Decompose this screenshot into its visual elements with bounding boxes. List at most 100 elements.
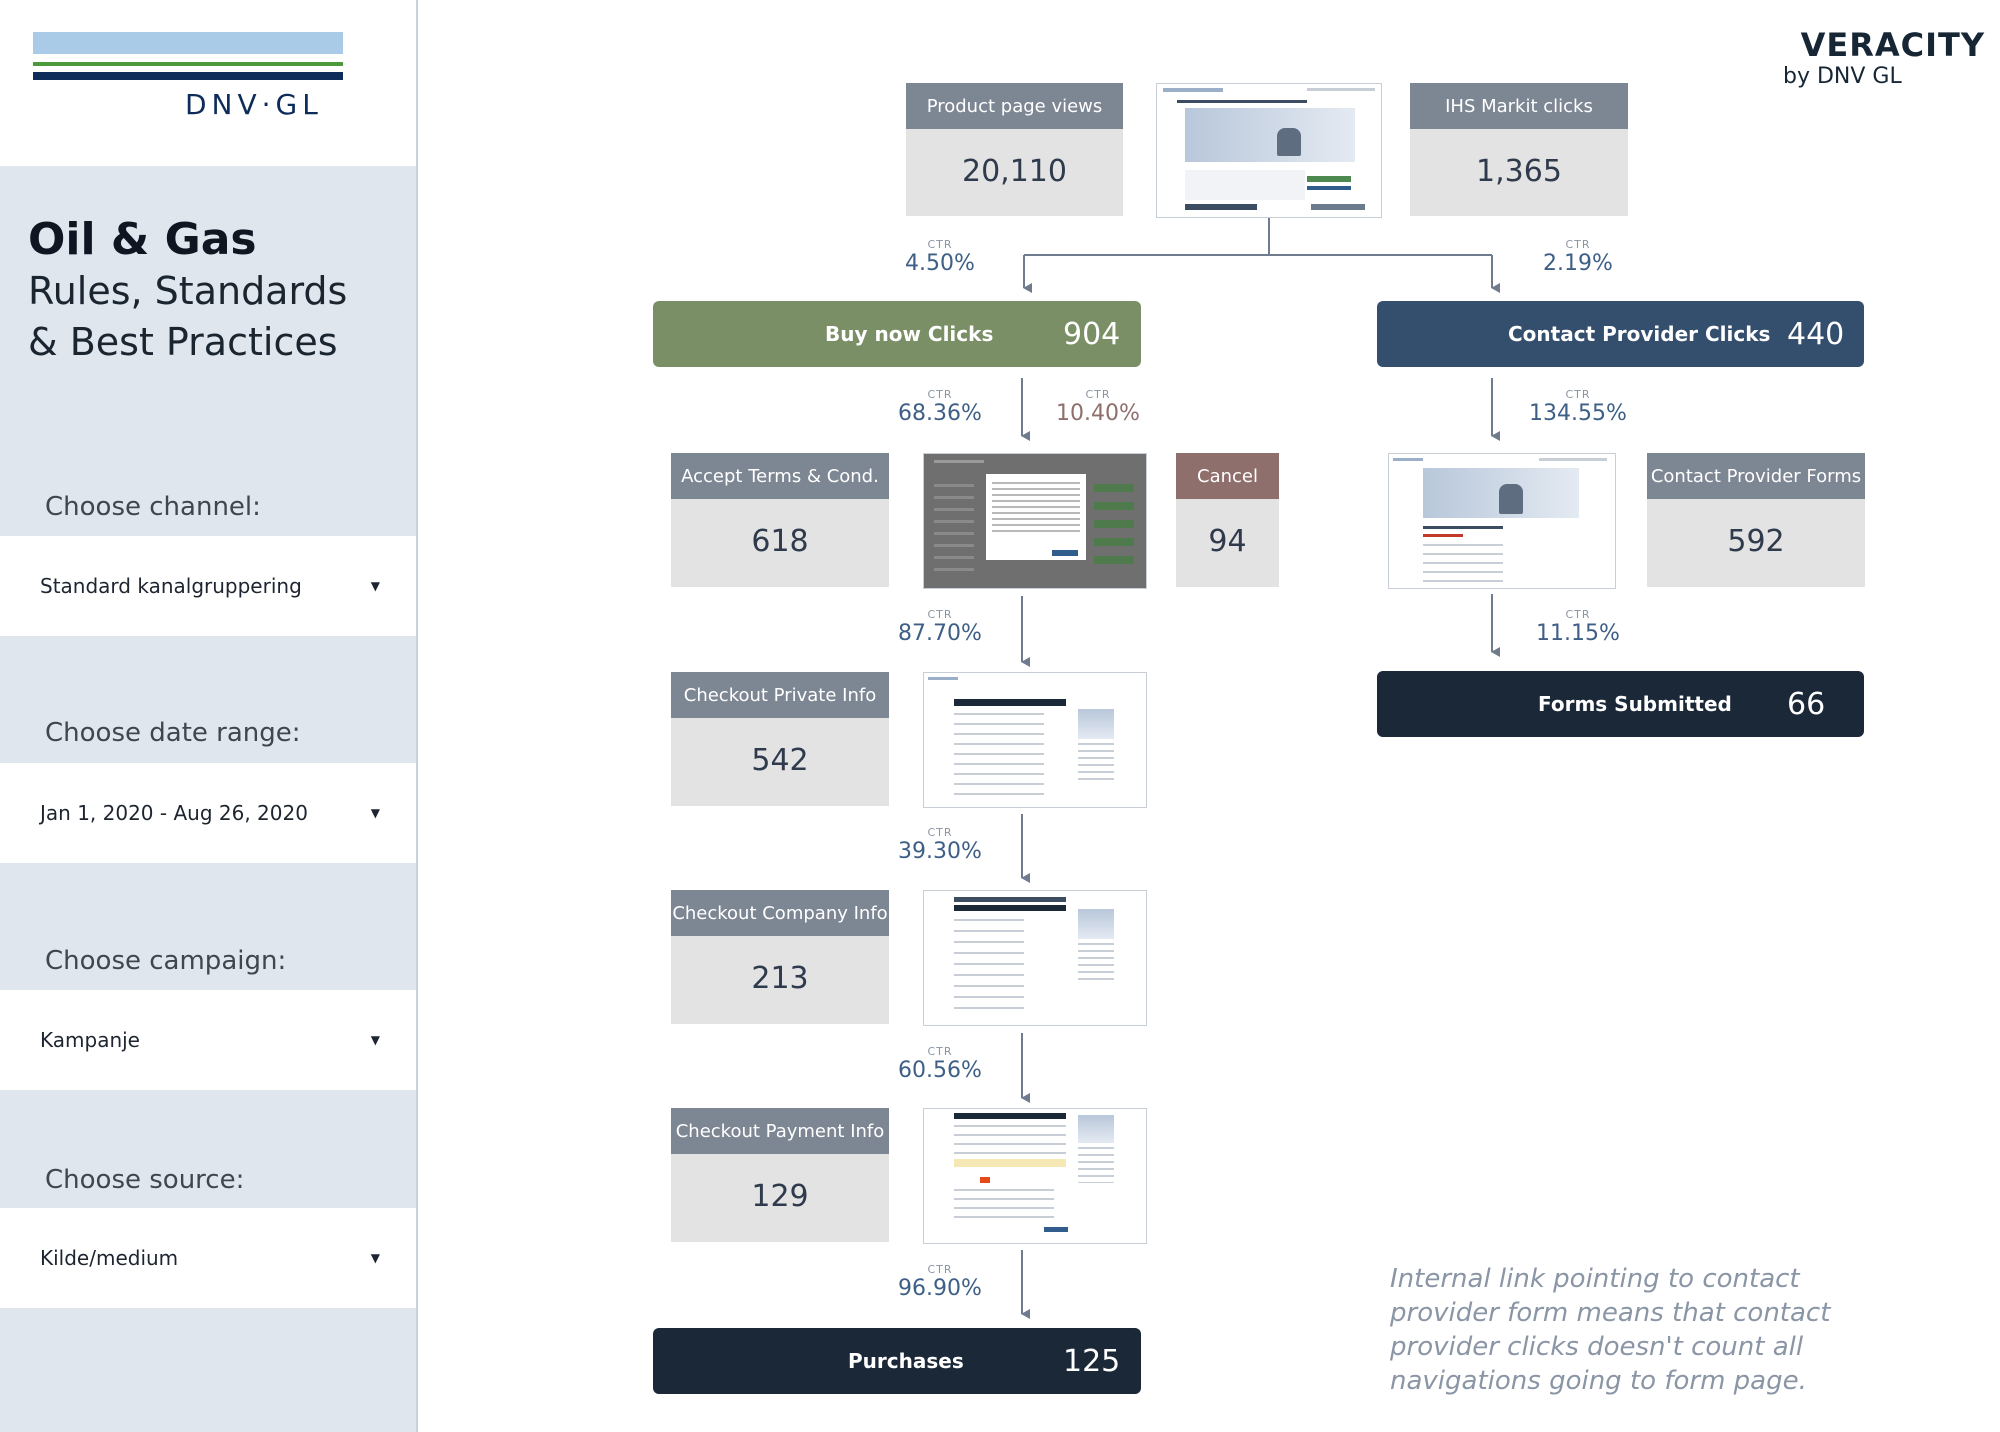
accept-terms-card: Accept Terms & Cond. 618 bbox=[671, 453, 889, 587]
ctr-key: CTR bbox=[927, 388, 953, 401]
purchases-bar: Purchases 125 bbox=[653, 1328, 1141, 1394]
checkout-company-card: Checkout Company Info 213 bbox=[671, 890, 889, 1024]
terms-modal-thumbnail bbox=[923, 453, 1147, 589]
logo-band-navy bbox=[33, 72, 343, 80]
source-dropdown[interactable]: Kilde/medium ▼ bbox=[0, 1208, 416, 1308]
card-value: 1,365 bbox=[1476, 154, 1562, 189]
ctr-key: CTR bbox=[927, 826, 953, 839]
checkout-company-thumbnail bbox=[923, 890, 1147, 1026]
ctr-company: CTR 39.30% bbox=[880, 826, 1000, 864]
ctr-cancel: CTR 10.40% bbox=[1038, 388, 1158, 426]
checkout-payment-card: Checkout Payment Info 129 bbox=[671, 1108, 889, 1242]
card-title: Accept Terms & Cond. bbox=[671, 453, 889, 499]
sidebar bbox=[0, 0, 418, 1432]
ctr-key: CTR bbox=[927, 1263, 953, 1276]
cancel-card: Cancel 94 bbox=[1176, 453, 1279, 587]
dnv-gl-logo: DNV·GL bbox=[0, 0, 416, 166]
bar-value: 904 bbox=[1063, 316, 1121, 352]
campaign-label: Choose campaign: bbox=[45, 946, 287, 976]
buy-now-clicks-bar: Buy now Clicks 904 bbox=[653, 301, 1141, 367]
ctr-purchases: CTR 96.90% bbox=[880, 1263, 1000, 1301]
brand-sub: by DNV GL bbox=[1783, 64, 1902, 89]
dashboard-title: Oil & Gas Rules, Standards & Best Practi… bbox=[28, 214, 408, 368]
ctr-key: CTR bbox=[927, 608, 953, 621]
card-value: 618 bbox=[751, 524, 809, 559]
campaign-dropdown[interactable]: Kampanje ▼ bbox=[0, 990, 416, 1090]
campaign-dropdown-value: Kampanje bbox=[40, 1028, 140, 1052]
source-dropdown-value: Kilde/medium bbox=[40, 1246, 179, 1270]
logo-band-green bbox=[33, 62, 343, 66]
ctr-key: CTR bbox=[1565, 238, 1591, 251]
ctr-value: 60.56% bbox=[898, 1058, 982, 1083]
ctr-private: CTR 87.70% bbox=[880, 608, 1000, 646]
card-value: 129 bbox=[751, 1179, 809, 1214]
checkout-private-card: Checkout Private Info 542 bbox=[671, 672, 889, 806]
ctr-value: 11.15% bbox=[1536, 621, 1620, 646]
ctr-key: CTR bbox=[927, 238, 953, 251]
card-value: 20,110 bbox=[962, 154, 1067, 189]
ctr-value: 96.90% bbox=[898, 1276, 982, 1301]
contact-provider-clicks-bar: Contact Provider Clicks 440 bbox=[1377, 301, 1864, 367]
ctr-value: 87.70% bbox=[898, 621, 982, 646]
caret-down-icon: ▼ bbox=[370, 1033, 380, 1047]
card-title: Checkout Payment Info bbox=[671, 1108, 889, 1154]
ihs-markit-clicks-card: IHS Markit clicks 1,365 bbox=[1410, 83, 1628, 216]
page-title: Oil & Gas bbox=[28, 214, 257, 265]
card-value: 592 bbox=[1727, 524, 1785, 559]
ctr-value: 4.50% bbox=[905, 251, 975, 276]
ctr-accept: CTR 68.36% bbox=[880, 388, 1000, 426]
bar-value: 66 bbox=[1787, 686, 1826, 722]
date-range-dropdown[interactable]: Jan 1, 2020 - Aug 26, 2020 ▼ bbox=[0, 763, 416, 863]
ctr-value: 134.55% bbox=[1529, 401, 1627, 426]
card-title: Cancel bbox=[1176, 453, 1279, 499]
caret-down-icon: ▼ bbox=[370, 579, 380, 593]
ctr-key: CTR bbox=[1565, 608, 1591, 621]
channel-dropdown-value: Standard kanalgruppering bbox=[40, 574, 302, 598]
bar-label: Forms Submitted bbox=[1538, 692, 1732, 716]
ctr-contact: CTR 2.19% bbox=[1518, 238, 1638, 276]
ctr-key: CTR bbox=[927, 1045, 953, 1058]
page-subtitle-line1: Rules, Standards bbox=[28, 269, 348, 313]
ctr-buy-now: CTR 4.50% bbox=[880, 238, 1000, 276]
veracity-logo: VERACITY by DNV GL bbox=[1745, 26, 1985, 89]
card-title: Contact Provider Forms bbox=[1647, 453, 1865, 499]
card-title: Checkout Company Info bbox=[671, 890, 889, 936]
checkout-private-thumbnail bbox=[923, 672, 1147, 808]
card-title: IHS Markit clicks bbox=[1410, 83, 1628, 129]
bar-label: Contact Provider Clicks bbox=[1508, 322, 1771, 346]
brand-name: VERACITY bbox=[1800, 26, 1985, 64]
ctr-contact-forms: CTR 134.55% bbox=[1518, 388, 1638, 426]
date-range-dropdown-value: Jan 1, 2020 - Aug 26, 2020 bbox=[40, 801, 308, 825]
date-range-label: Choose date range: bbox=[45, 718, 301, 748]
contact-form-thumbnail bbox=[1388, 453, 1616, 589]
caret-down-icon: ▼ bbox=[370, 806, 380, 820]
channel-dropdown[interactable]: Standard kanalgruppering ▼ bbox=[0, 536, 416, 636]
ctr-value: 2.19% bbox=[1543, 251, 1613, 276]
source-label: Choose source: bbox=[45, 1165, 245, 1195]
caret-down-icon: ▼ bbox=[370, 1251, 380, 1265]
bar-label: Purchases bbox=[848, 1349, 964, 1373]
bar-label: Buy now Clicks bbox=[825, 322, 994, 346]
card-value: 213 bbox=[751, 961, 809, 996]
ctr-forms-submitted: CTR 11.15% bbox=[1518, 608, 1638, 646]
page-subtitle-line2: & Best Practices bbox=[28, 320, 338, 364]
forms-submitted-bar: Forms Submitted 66 bbox=[1377, 671, 1864, 737]
card-value: 542 bbox=[751, 743, 809, 778]
card-value: 94 bbox=[1208, 524, 1247, 559]
ctr-value: 39.30% bbox=[898, 839, 982, 864]
product-page-views-card: Product page views 20,110 bbox=[906, 83, 1123, 216]
contact-provider-forms-card: Contact Provider Forms 592 bbox=[1647, 453, 1865, 587]
bar-value: 440 bbox=[1787, 316, 1845, 352]
ctr-payment: CTR 60.56% bbox=[880, 1045, 1000, 1083]
bar-value: 125 bbox=[1063, 1343, 1121, 1379]
card-title: Product page views bbox=[906, 83, 1123, 129]
checkout-payment-thumbnail bbox=[923, 1108, 1147, 1244]
product-page-thumbnail bbox=[1156, 83, 1382, 218]
logo-text: DNV·GL bbox=[185, 88, 323, 121]
ctr-key: CTR bbox=[1085, 388, 1111, 401]
channel-label: Choose channel: bbox=[45, 492, 261, 522]
logo-band-light-blue bbox=[33, 32, 343, 54]
card-title: Checkout Private Info bbox=[671, 672, 889, 718]
ctr-value: 10.40% bbox=[1056, 401, 1140, 426]
ctr-value: 68.36% bbox=[898, 401, 982, 426]
